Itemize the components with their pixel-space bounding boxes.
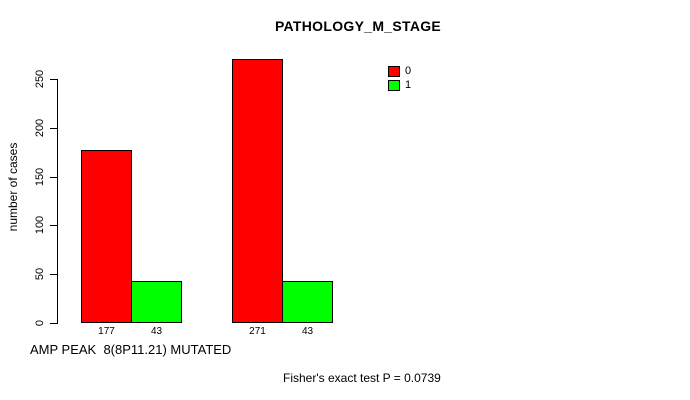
- y-axis-tick: [50, 177, 57, 178]
- y-axis-title: number of cases: [6, 142, 20, 232]
- y-axis-tick: [50, 79, 57, 80]
- y-axis-tick-label: 50: [34, 267, 46, 281]
- x-axis-title: AMP PEAK 8(8P11.21) MUTATED: [30, 342, 232, 357]
- legend-swatch-red: [388, 66, 400, 77]
- legend-label: 0: [405, 65, 412, 77]
- y-axis-tick-label: 250: [34, 69, 46, 89]
- y-axis-tick: [50, 225, 57, 226]
- bar-series1-group1: [131, 281, 182, 323]
- legend-entry-0: 0: [388, 65, 411, 78]
- y-axis-tick: [50, 128, 57, 129]
- bar-series0-group1: [81, 150, 132, 323]
- fisher-test-annotation: Fisher's exact test P = 0.0739: [283, 371, 441, 385]
- y-axis-tick-label: 150: [34, 167, 46, 187]
- y-axis-tick-label: 200: [34, 118, 46, 138]
- bar-value-label: 43: [301, 326, 314, 337]
- y-axis-tick-label: 0: [34, 319, 46, 327]
- bar-value-label: 43: [150, 326, 163, 337]
- y-axis-line: [57, 79, 58, 324]
- y-axis-tick: [50, 323, 57, 324]
- legend-label: 1: [405, 79, 412, 91]
- y-axis-tick: [50, 274, 57, 275]
- legend-entry-1: 1: [388, 79, 411, 92]
- chart-title: PATHOLOGY_M_STAGE: [274, 18, 442, 34]
- bar-value-label: 177: [98, 326, 115, 337]
- bar-series0-group2: [232, 59, 283, 323]
- legend: 0 1: [388, 65, 411, 93]
- y-axis-tick-label: 100: [34, 215, 46, 235]
- bar-series1-group2: [282, 281, 333, 323]
- legend-swatch-green: [388, 80, 400, 91]
- bar-value-label: 271: [249, 326, 266, 337]
